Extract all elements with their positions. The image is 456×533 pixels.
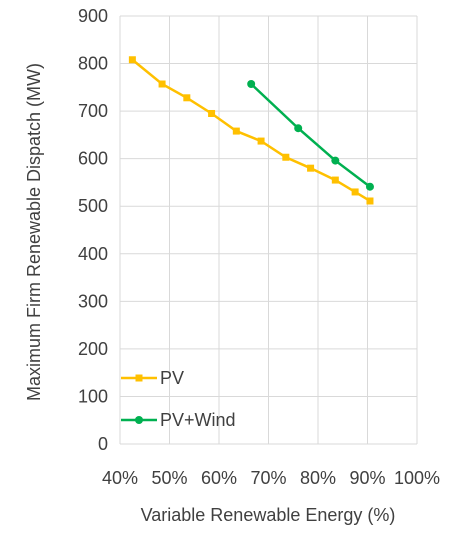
data-point [331, 176, 339, 184]
data-point [366, 197, 374, 205]
y-tick-label: 400 [78, 244, 108, 264]
y-tick-label: 600 [78, 149, 108, 169]
y-tick-label: 800 [78, 54, 108, 74]
y-tick-label: 0 [98, 434, 108, 454]
legend-item: PV+Wind [121, 410, 236, 430]
data-point [232, 127, 240, 135]
series-pv-wind [247, 80, 374, 191]
y-tick-label: 700 [78, 101, 108, 121]
x-tick-label: 50% [151, 468, 187, 488]
x-tick-label: 100% [394, 468, 440, 488]
x-tick-label: 80% [300, 468, 336, 488]
data-point [331, 156, 340, 165]
data-point [282, 153, 290, 161]
data-point [247, 80, 256, 89]
data-point [365, 182, 374, 191]
legend-label: PV [160, 368, 184, 388]
x-tick-label: 60% [201, 468, 237, 488]
x-tick-label: 70% [250, 468, 286, 488]
series-line [250, 83, 371, 188]
data-point [128, 56, 136, 64]
data-point [183, 94, 191, 102]
legend-label: PV+Wind [160, 410, 236, 430]
x-axis-title: Variable Renewable Energy (%) [141, 505, 396, 525]
data-point [208, 109, 216, 117]
data-point [158, 80, 166, 88]
legend-swatch-marker [135, 416, 143, 424]
series-layer [128, 56, 374, 205]
data-point [257, 137, 265, 145]
data-point [351, 188, 359, 196]
x-tick-label: 90% [349, 468, 385, 488]
data-point [307, 164, 315, 172]
x-tick-label: 40% [102, 468, 138, 488]
y-tick-label: 200 [78, 339, 108, 359]
y-tick-label: 300 [78, 291, 108, 311]
series-pv [128, 56, 374, 205]
data-point [294, 124, 303, 133]
y-tick-label: 500 [78, 196, 108, 216]
legend: PV PV+Wind [121, 368, 236, 430]
y-tick-label: 900 [78, 6, 108, 26]
y-tick-label: 100 [78, 386, 108, 406]
legend-item: PV [121, 368, 184, 388]
tick-labels: 0 100 200 300 400 500 600 700 800 900 40% 50% 60% 70%… [78, 6, 440, 488]
legend-swatch-marker [135, 374, 143, 382]
y-axis-title: Maximum Firm Renewable Dispatch (MW) [24, 63, 44, 401]
